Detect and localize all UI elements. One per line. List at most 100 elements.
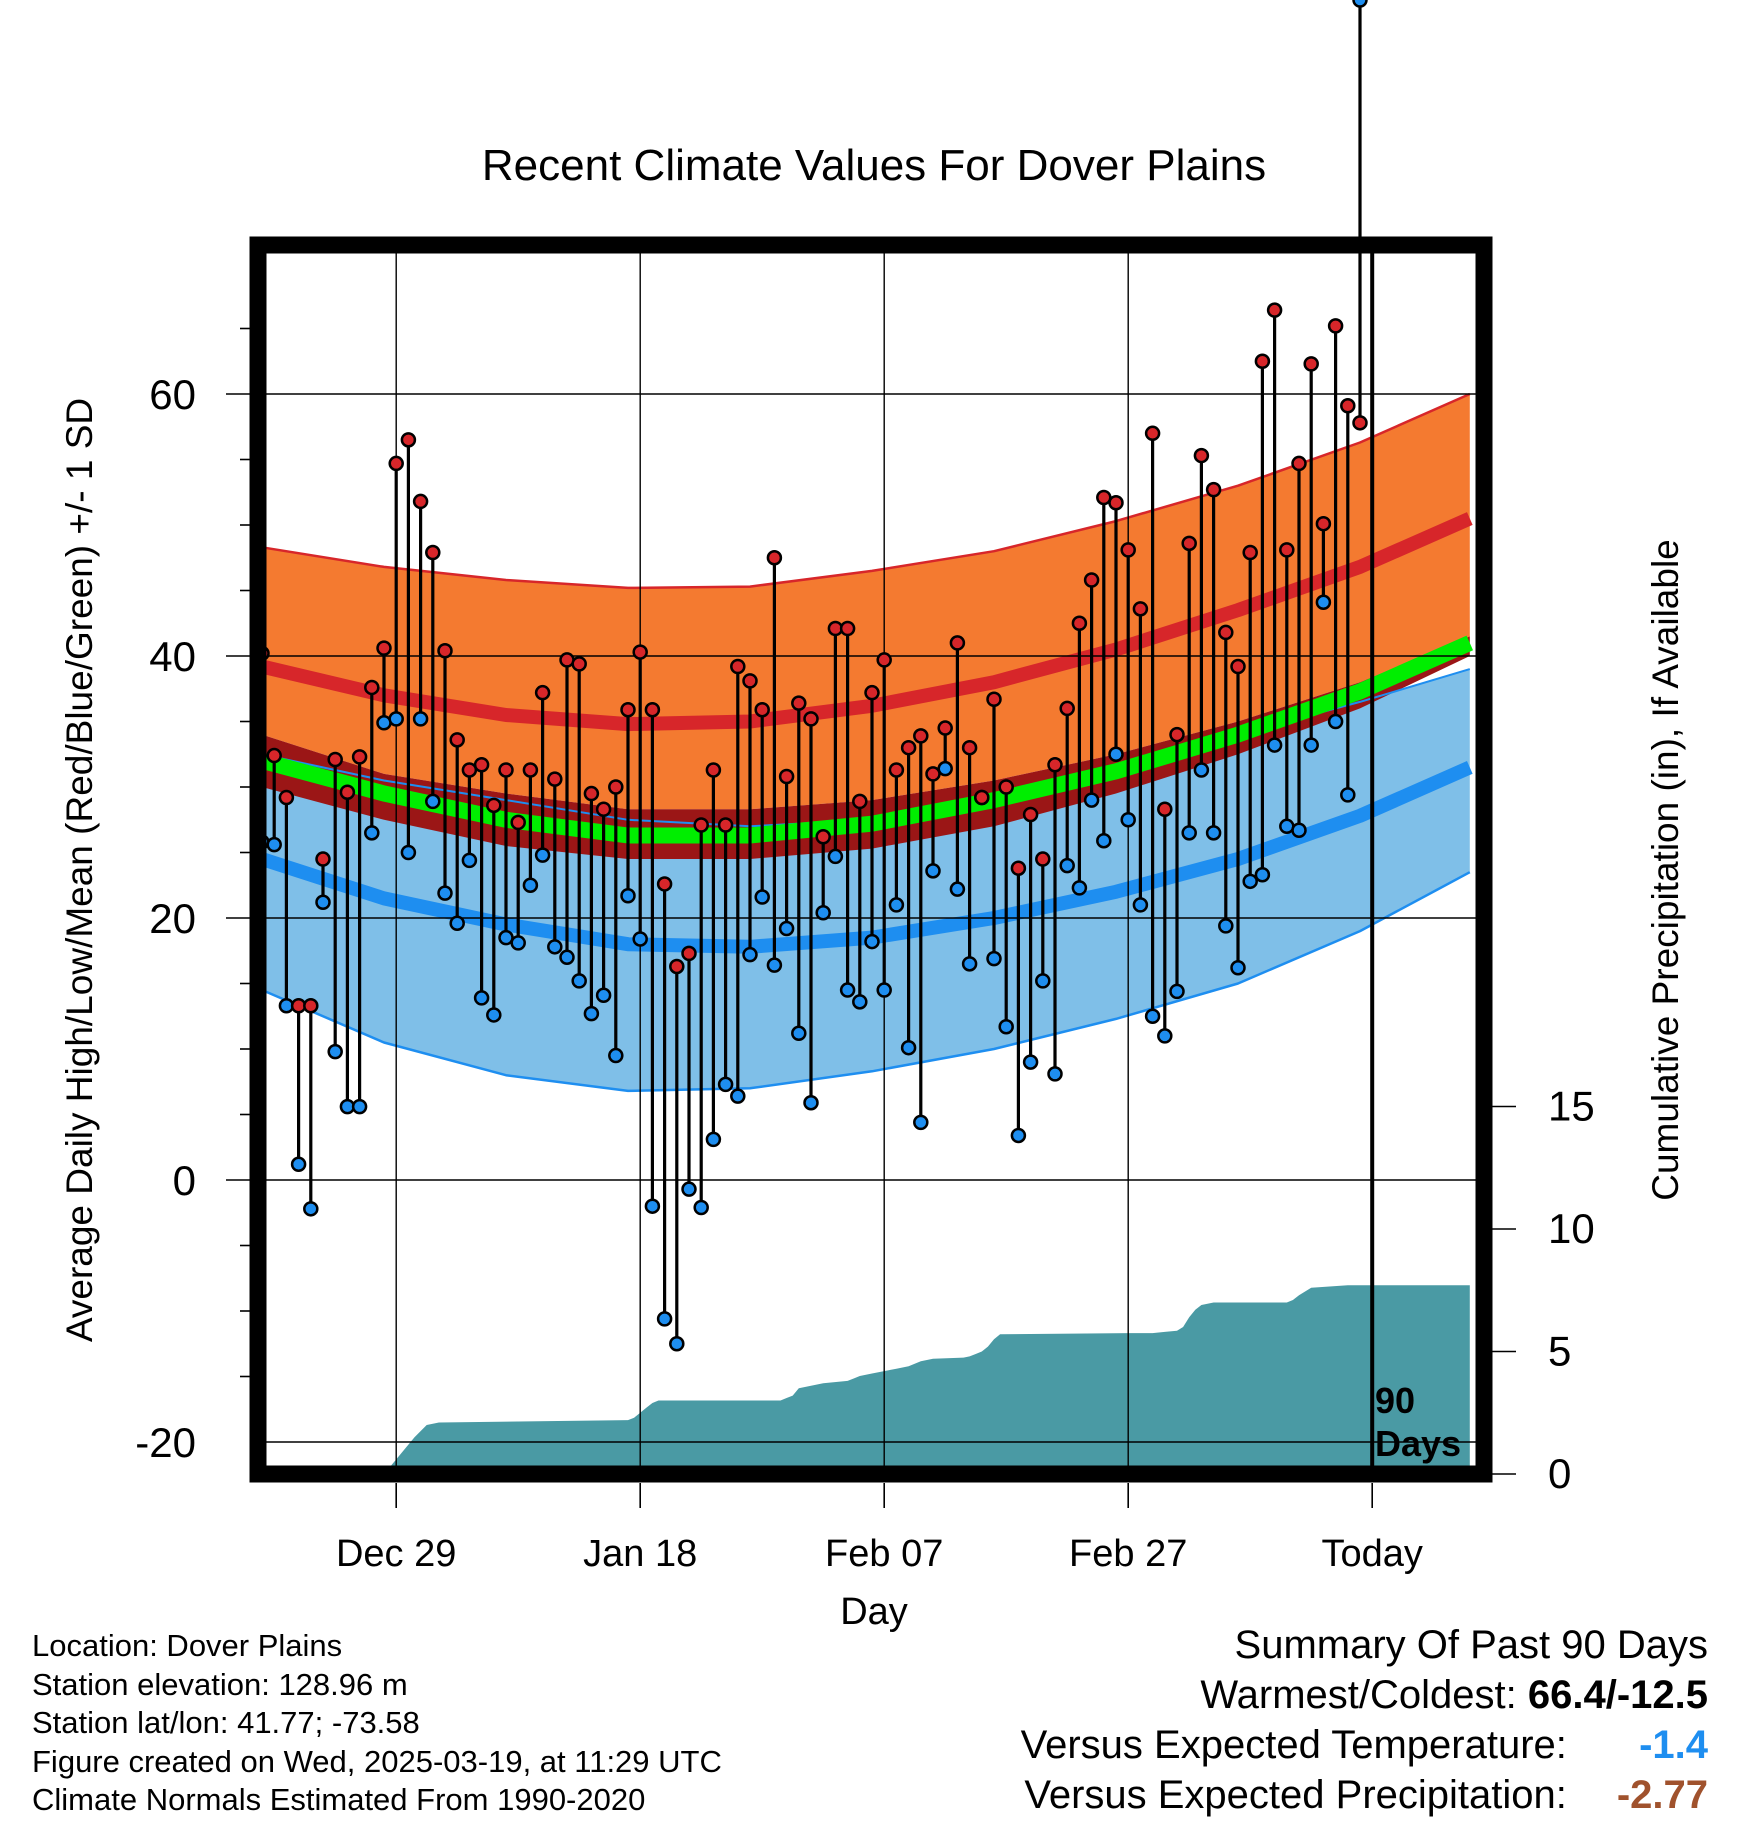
low-point — [559, 949, 575, 966]
low-point — [1144, 1008, 1161, 1024]
high-point — [656, 876, 673, 892]
high-point — [644, 701, 661, 718]
low-point — [1327, 713, 1344, 730]
summary-warmest-coldest: Warmest/Coldest: 66.4/-12.5 — [1021, 1670, 1708, 1720]
low-point — [1291, 822, 1307, 838]
low-point — [486, 1007, 502, 1023]
low-point — [766, 957, 783, 973]
low-point — [815, 905, 831, 921]
x-tick-label: Feb 07 — [825, 1533, 943, 1575]
low-point — [1059, 857, 1075, 874]
low-point — [595, 987, 612, 1004]
low-point — [437, 885, 453, 901]
low-point — [1132, 897, 1149, 913]
high-point — [1120, 542, 1136, 558]
low-point — [351, 1098, 368, 1115]
x-tick-label: Jan 18 — [583, 1533, 697, 1575]
y-tick-label: -20 — [135, 1419, 196, 1466]
high-point — [681, 945, 697, 962]
high-point — [1144, 425, 1161, 442]
high-point — [510, 814, 526, 831]
warmest-coldest-value: 66.4/-12.5 — [1527, 1673, 1708, 1717]
low-point — [852, 994, 868, 1010]
high-point — [986, 691, 1002, 707]
temp-label: Versus Expected Temperature: — [1020, 1723, 1567, 1767]
low-point — [949, 881, 966, 897]
low-point — [1120, 812, 1136, 828]
high-point — [1181, 535, 1197, 552]
high-point — [473, 756, 490, 773]
y2-tick-label: 0 — [1548, 1450, 1571, 1497]
high-point — [1315, 515, 1332, 532]
low-point — [1352, 0, 1368, 8]
low-point — [388, 711, 404, 727]
high-point — [388, 455, 404, 472]
high-point — [1279, 542, 1295, 558]
high-point — [705, 762, 722, 778]
high-point — [949, 635, 966, 651]
high-point — [266, 747, 282, 764]
plot-frame — [249, 236, 1493, 1483]
high-point — [1327, 318, 1344, 334]
low-point — [1315, 594, 1332, 611]
high-point — [1047, 756, 1063, 773]
low-point — [669, 1336, 685, 1352]
high-point — [327, 751, 343, 768]
low-point — [998, 1018, 1014, 1035]
location-text: Location: Dover Plains — [32, 1628, 343, 1663]
low-point — [1010, 1127, 1027, 1144]
mean-sd-band — [262, 636, 1470, 859]
high-point — [486, 797, 502, 814]
low-point — [1205, 825, 1222, 841]
high-point — [315, 851, 331, 867]
x-tick-label: Feb 27 — [1069, 1533, 1187, 1575]
low-point — [1108, 746, 1124, 762]
low-point — [864, 933, 880, 950]
high-point — [620, 701, 636, 718]
high-point — [1291, 455, 1307, 472]
low-point — [290, 1156, 307, 1173]
precip-value: -2.77 — [1616, 1773, 1708, 1817]
low-point — [327, 1043, 343, 1060]
high-point — [278, 789, 295, 806]
low-point — [1071, 880, 1088, 896]
low-point — [315, 894, 331, 911]
high-point — [742, 673, 758, 689]
low-point — [1254, 867, 1271, 883]
high-point — [1059, 700, 1075, 717]
high-point — [608, 779, 624, 795]
low-point — [400, 844, 417, 861]
high-point — [1071, 615, 1088, 631]
y-tick-label: 60 — [149, 371, 196, 418]
high-point — [791, 695, 807, 711]
high-point — [693, 817, 709, 833]
low-point — [1169, 983, 1185, 1000]
low-point — [583, 1005, 600, 1022]
low-point — [1157, 1028, 1173, 1044]
low-point — [827, 848, 844, 865]
low-point — [681, 1181, 697, 1197]
y-tick-label: 0 — [173, 1157, 196, 1204]
low-point — [913, 1114, 929, 1131]
low-point — [473, 990, 490, 1006]
low-point — [449, 915, 465, 931]
low-point — [754, 889, 770, 905]
low-point — [1083, 792, 1100, 808]
high-point — [852, 793, 868, 810]
high-point — [534, 684, 551, 701]
low-point — [1266, 737, 1283, 753]
low-point — [461, 852, 478, 869]
y2-tick-label: 15 — [1548, 1083, 1595, 1130]
high-point — [961, 739, 978, 756]
high-point — [1352, 415, 1368, 431]
summary-title: Summary Of Past 90 Days — [1234, 1623, 1708, 1667]
low-point — [937, 760, 953, 777]
high-point — [1205, 481, 1222, 498]
low-point — [571, 973, 587, 989]
low-point — [364, 825, 380, 841]
y-axis-label: Average Daily High/Low/Mean (Red/Blue/Gr… — [59, 398, 100, 1342]
y2-axis-label: Cumulative Precipitation (in), If Availa… — [1645, 539, 1686, 1201]
high-point — [498, 762, 514, 778]
low-point — [303, 1201, 319, 1217]
high-point — [803, 711, 819, 727]
